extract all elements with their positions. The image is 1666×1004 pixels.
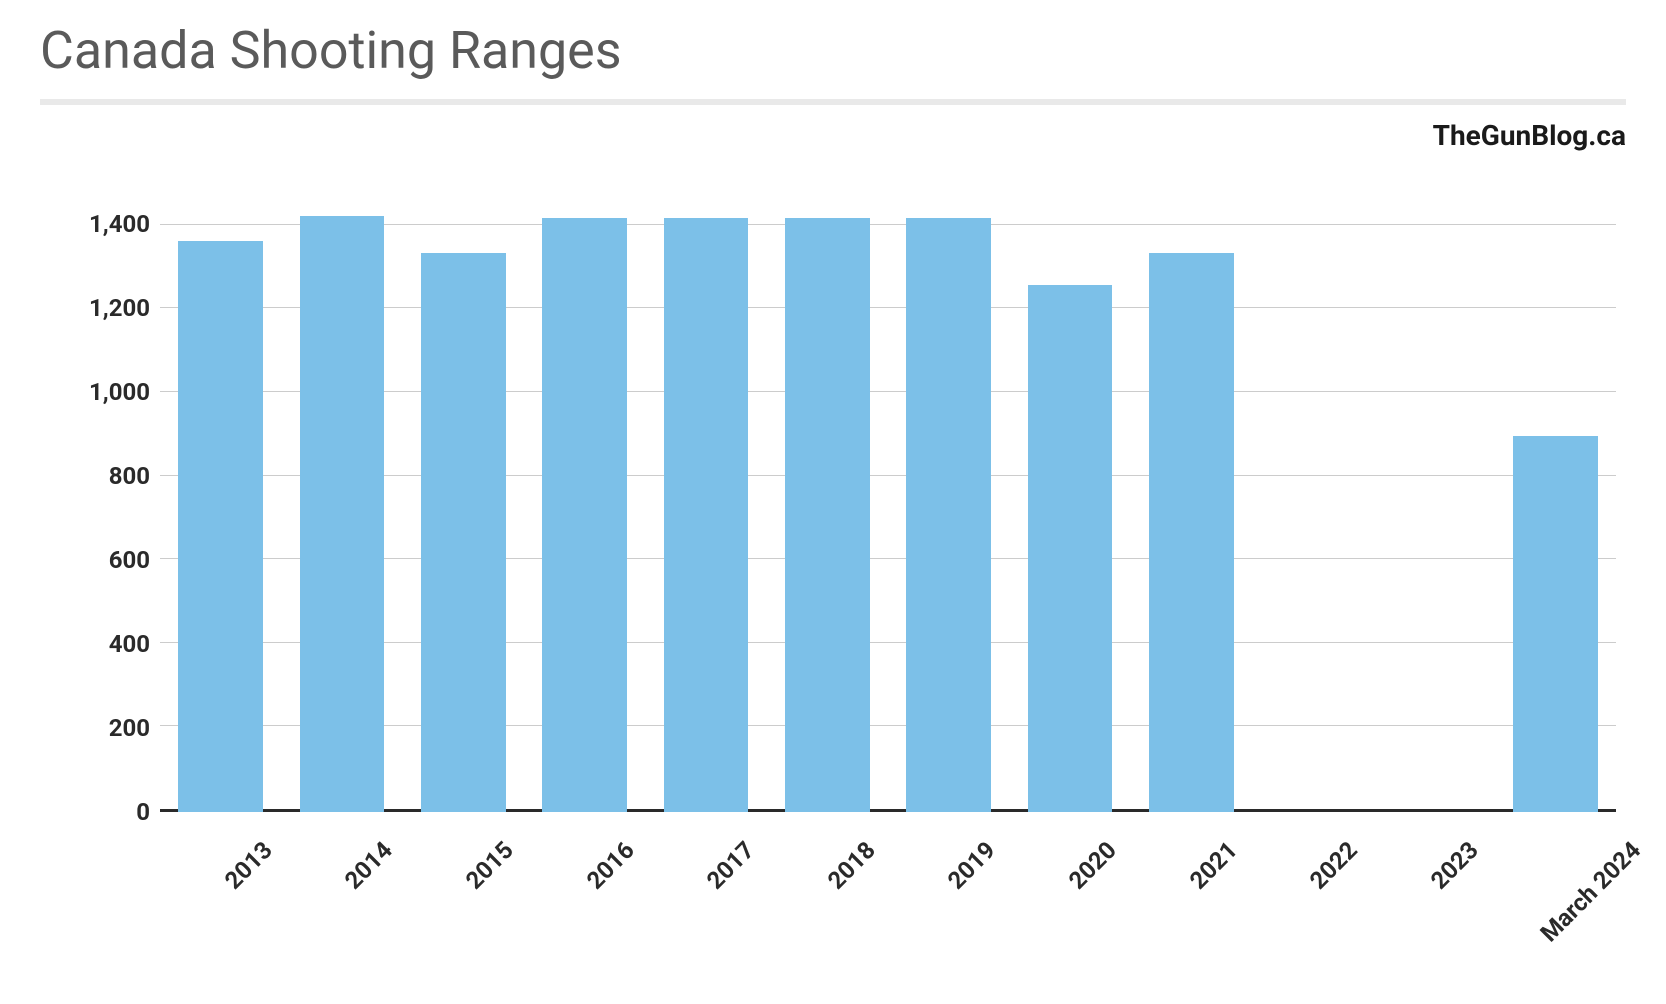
bar-slot xyxy=(524,182,645,812)
chart-title: Canada Shooting Ranges xyxy=(40,20,1626,81)
x-label-slot: 2015 xyxy=(401,826,522,854)
x-tick-label: 2023 xyxy=(1425,836,1484,895)
x-tick-label: March 2024 xyxy=(1534,836,1645,947)
x-tick-label: 2013 xyxy=(219,836,278,895)
x-tick-label: 2020 xyxy=(1063,836,1122,895)
x-tick-label: 2015 xyxy=(460,836,519,895)
bar-slot xyxy=(160,182,281,812)
bar-slot xyxy=(1009,182,1130,812)
bar xyxy=(1513,436,1598,812)
chart-plot-area: 02004006008001,0001,2001,400 xyxy=(100,182,1616,812)
x-axis-labels: 2013201420152016201720182019202020212022… xyxy=(160,826,1616,854)
chart-subtitle: TheGunBlog.ca xyxy=(40,119,1626,152)
y-tick-label: 400 xyxy=(50,630,150,658)
x-label-slot: 2021 xyxy=(1125,826,1246,854)
bar xyxy=(421,253,506,812)
x-tick-label: 2017 xyxy=(701,836,760,895)
bar-slot xyxy=(645,182,766,812)
y-tick-label: 800 xyxy=(50,462,150,490)
x-tick-label: 2014 xyxy=(339,836,398,895)
bar-slot xyxy=(281,182,402,812)
y-tick-label: 600 xyxy=(50,546,150,574)
bar-slot xyxy=(1131,182,1252,812)
bar xyxy=(1149,253,1234,812)
bar-slot xyxy=(1495,182,1616,812)
bar xyxy=(906,218,991,812)
y-tick-label: 200 xyxy=(50,714,150,742)
y-tick-label: 1,000 xyxy=(50,378,150,406)
x-label-slot: March 2024 xyxy=(1487,826,1616,854)
y-tick-label: 1,200 xyxy=(50,294,150,322)
x-label-slot: 2020 xyxy=(1004,826,1125,854)
bar xyxy=(542,218,627,812)
x-tick-label: 2019 xyxy=(942,836,1001,895)
bar xyxy=(785,218,870,812)
bars-container xyxy=(160,182,1616,812)
x-tick-label: 2016 xyxy=(581,836,640,895)
x-label-slot: 2018 xyxy=(763,826,884,854)
y-tick-label: 0 xyxy=(50,798,150,826)
x-label-slot: 2017 xyxy=(642,826,763,854)
x-label-slot: 2022 xyxy=(1245,826,1366,854)
x-label-slot: 2023 xyxy=(1366,826,1487,854)
x-label-slot: 2013 xyxy=(160,826,281,854)
bar-slot xyxy=(1373,182,1494,812)
y-tick-label: 1,400 xyxy=(50,210,150,238)
x-label-slot: 2019 xyxy=(884,826,1005,854)
x-label-slot: 2014 xyxy=(281,826,402,854)
x-tick-label: 2018 xyxy=(822,836,881,895)
bar-slot xyxy=(1252,182,1373,812)
x-tick-label: 2022 xyxy=(1304,836,1363,895)
bar xyxy=(300,216,385,812)
bar xyxy=(1028,285,1113,812)
bar-slot xyxy=(888,182,1009,812)
bar xyxy=(664,218,749,812)
x-label-slot: 2016 xyxy=(522,826,643,854)
title-underline xyxy=(40,99,1626,105)
bar-slot xyxy=(403,182,524,812)
x-tick-label: 2021 xyxy=(1184,836,1243,895)
bar xyxy=(178,241,263,812)
bar-slot xyxy=(767,182,888,812)
